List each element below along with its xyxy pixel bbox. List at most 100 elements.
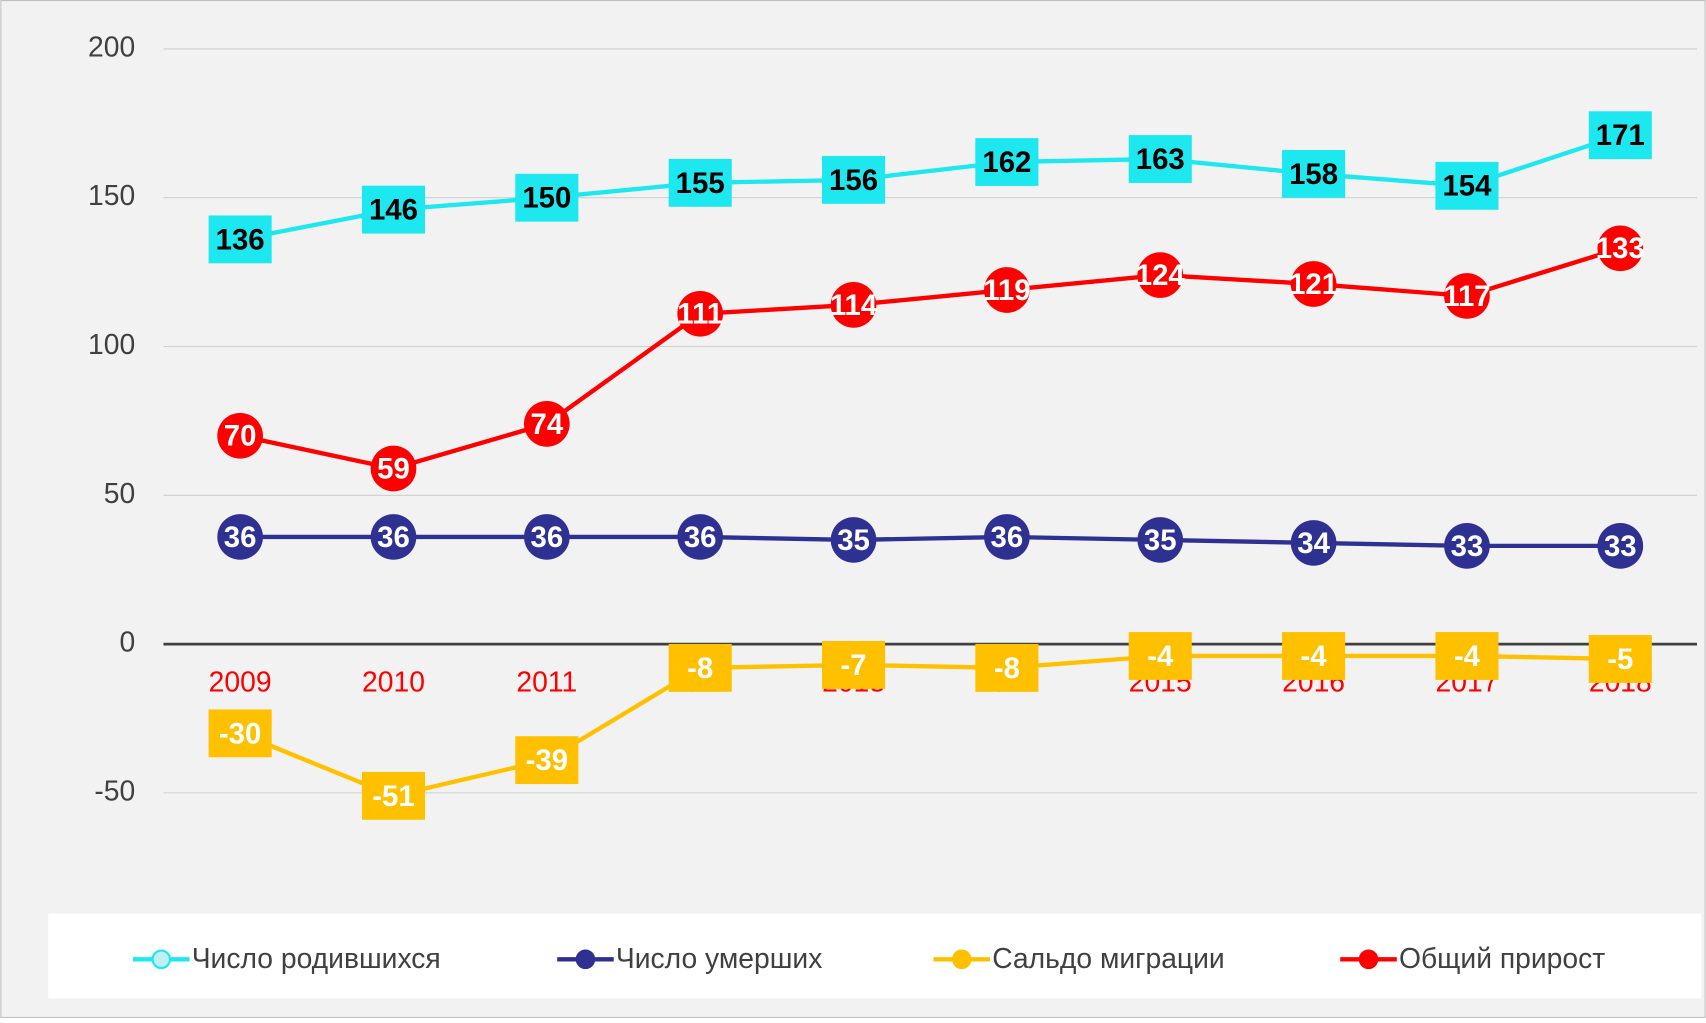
data-label: -39: [526, 744, 568, 777]
y-tick-label: -50: [94, 774, 135, 806]
data-point: [984, 514, 1030, 560]
data-point: [677, 514, 724, 560]
data-label: 36: [684, 521, 717, 554]
data-label: -5: [1607, 643, 1633, 676]
legend-marker: [575, 949, 596, 970]
data-point: [1444, 523, 1490, 569]
data-label: -4: [1301, 640, 1328, 673]
data-label: 34: [1297, 527, 1330, 560]
data-point: [515, 736, 579, 785]
data-label: 33: [1451, 530, 1484, 563]
data-label: 59: [377, 452, 410, 485]
data-point: [370, 514, 417, 560]
data-point: [830, 282, 877, 328]
data-point: [984, 267, 1030, 313]
data-label: -8: [994, 652, 1020, 685]
y-tick-label: 100: [88, 328, 135, 360]
data-point: [1128, 632, 1192, 680]
data-point: [1444, 273, 1490, 319]
legend-marker: [951, 949, 972, 970]
y-tick-label: 200: [88, 30, 135, 62]
data-point: [822, 155, 886, 204]
data-label: 70: [224, 420, 257, 453]
data-point: [208, 709, 272, 758]
data-label: 158: [1289, 158, 1338, 191]
data-label: 162: [982, 146, 1031, 179]
data-label: -7: [840, 649, 866, 682]
legend-label: Сальдо миграции: [992, 942, 1224, 974]
data-label: 35: [837, 524, 870, 557]
data-label: 171: [1596, 119, 1645, 152]
x-tick-label: 2009: [209, 666, 272, 698]
data-point: [361, 771, 426, 820]
data-label: 36: [991, 521, 1024, 554]
data-point: [1128, 135, 1192, 183]
data-label: 33: [1604, 530, 1637, 563]
data-label: 121: [1289, 268, 1338, 301]
data-point: [1290, 261, 1337, 307]
data-label: 146: [369, 194, 418, 227]
data-point: [830, 517, 877, 563]
data-label: 114: [830, 289, 878, 322]
data-label: -8: [687, 652, 713, 685]
data-label: 124: [1136, 259, 1186, 292]
series-line: [240, 534, 1621, 549]
data-label: 133: [1596, 232, 1645, 265]
data-point: [822, 640, 886, 689]
data-label: 35: [1144, 524, 1177, 557]
x-tick-label: 2010: [362, 666, 425, 698]
data-label: 36: [377, 521, 410, 554]
data-label: 136: [216, 223, 265, 256]
y-tick-label: 150: [88, 179, 135, 211]
data-point: [1597, 523, 1644, 569]
data-label: 119: [983, 274, 1030, 307]
data-point: [217, 514, 263, 560]
series-line: [239, 133, 1621, 242]
data-point: [1137, 252, 1184, 298]
data-point: [208, 215, 272, 264]
legend-label: Общий прирост: [1399, 942, 1605, 974]
series-line: [239, 246, 1621, 471]
series-line: [239, 653, 1621, 799]
data-label: 117: [1443, 280, 1490, 313]
data-point: [668, 643, 732, 692]
y-tick-label: 0: [119, 626, 135, 658]
data-point: [1137, 517, 1184, 563]
data-label: -4: [1454, 640, 1481, 673]
data-label: -51: [372, 780, 414, 813]
data-point: [1435, 632, 1499, 680]
data-label: 74: [531, 408, 564, 441]
data-point: [975, 643, 1039, 692]
legend-marker: [1358, 949, 1379, 970]
data-point: [1282, 149, 1346, 198]
data-point: [1588, 635, 1652, 683]
data-point: [361, 185, 426, 234]
data-point: [1597, 225, 1644, 272]
data-point: [523, 514, 570, 560]
data-label: 156: [829, 164, 878, 197]
data-point: [677, 290, 724, 337]
data-point: [1290, 520, 1337, 566]
data-point: [217, 412, 263, 459]
y-tick-label: 50: [104, 477, 135, 509]
data-label: 111: [677, 298, 723, 331]
data-label: 154: [1442, 170, 1492, 203]
data-label: 150: [522, 182, 571, 215]
legend-label: Число родившихся: [192, 942, 441, 974]
data-point: [975, 138, 1039, 186]
data-label: 163: [1136, 143, 1185, 176]
data-point: [370, 445, 417, 492]
data-label: 36: [224, 521, 257, 554]
data-point: [515, 173, 579, 222]
x-tick-label: 2011: [516, 666, 577, 698]
data-point: [1282, 632, 1346, 680]
data-point: [1588, 111, 1652, 160]
legend-marker: [151, 949, 172, 970]
legend-label: Число умерших: [616, 942, 822, 974]
legend-box: [48, 913, 1702, 999]
data-point: [1435, 161, 1499, 210]
data-label: 155: [676, 167, 725, 200]
data-label: 36: [531, 521, 564, 554]
data-point: [523, 401, 570, 447]
